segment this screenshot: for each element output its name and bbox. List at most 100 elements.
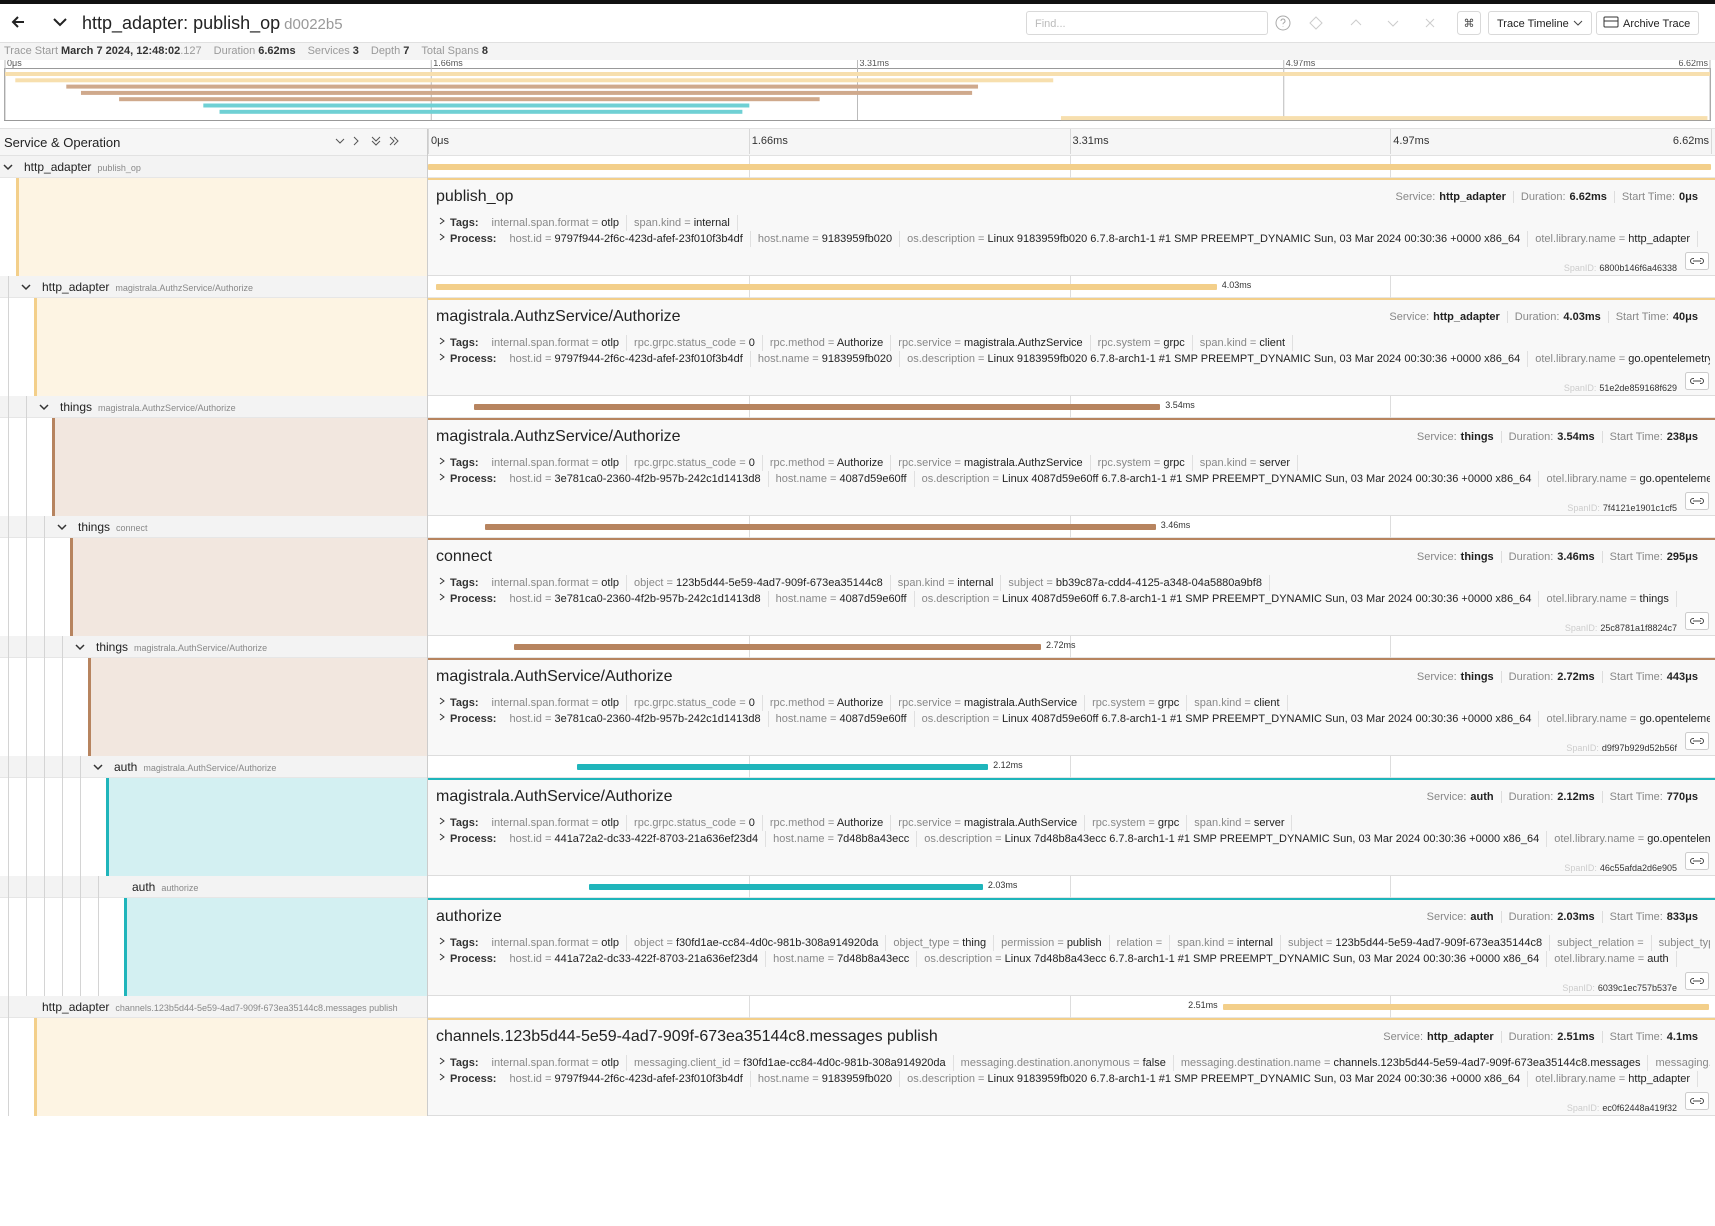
span-id-label: SpanID: bbox=[1567, 503, 1600, 513]
kv-value: auth bbox=[1647, 953, 1669, 965]
kv-process: Process: host.id3e781ca0-2360-4f2b-957b-2… bbox=[438, 711, 1710, 727]
span-bar[interactable] bbox=[589, 884, 983, 890]
span-bar[interactable] bbox=[1222, 1004, 1710, 1010]
kv-header[interactable]: Tags: bbox=[438, 215, 485, 231]
help-icon[interactable] bbox=[1273, 13, 1293, 33]
chevron bbox=[93, 764, 103, 771]
find-input[interactable]: Find... bbox=[1026, 11, 1268, 35]
up-button[interactable] bbox=[1346, 13, 1366, 33]
kv-header[interactable]: Process: bbox=[438, 831, 502, 847]
kv-pair: rpc.servicemagistrala.AuthzService bbox=[891, 455, 1091, 471]
kv-header[interactable]: Tags: bbox=[438, 695, 485, 711]
kv-header[interactable]: Process: bbox=[438, 231, 502, 247]
kv-header[interactable]: Process: bbox=[438, 711, 502, 727]
span-toggle[interactable] bbox=[2, 161, 14, 173]
meta-label: Total Spans bbox=[421, 45, 479, 57]
span-row-header[interactable] bbox=[0, 756, 427, 778]
kv-pair: host.name9183959fb020 bbox=[751, 351, 901, 367]
overview-label: Start Time: bbox=[1601, 551, 1663, 563]
kv-key: span.kind bbox=[1200, 457, 1260, 469]
grid-line bbox=[748, 276, 750, 298]
kv-header[interactable]: Tags: bbox=[438, 455, 485, 471]
grid-line bbox=[748, 636, 750, 658]
kv-header[interactable]: Process: bbox=[438, 351, 502, 367]
view-select[interactable]: Trace Timeline bbox=[1488, 11, 1592, 35]
grid-line bbox=[1069, 156, 1071, 178]
kv-header[interactable]: Tags: bbox=[438, 1055, 485, 1071]
down-button[interactable] bbox=[1383, 13, 1403, 33]
span-toggle[interactable] bbox=[56, 521, 68, 533]
kv-value: 9183959fb020 bbox=[821, 1073, 893, 1085]
kv-value: 123b5d44-5e59-4ad7-909f-673ea35144c8 bbox=[1335, 937, 1543, 949]
kv-key: rpc.system bbox=[1098, 457, 1164, 469]
link-button[interactable] bbox=[1685, 732, 1709, 750]
kv-key: rpc.system bbox=[1092, 817, 1158, 829]
span-overview: Service: things Duration: 3.54ms Start Time:… bbox=[1417, 431, 1705, 443]
span-bar[interactable] bbox=[485, 524, 1156, 530]
link-button[interactable] bbox=[1685, 612, 1709, 630]
span-row-header[interactable] bbox=[0, 276, 427, 298]
kv-value: magistrala.AuthzService bbox=[964, 337, 1083, 349]
kv-key: host.name bbox=[773, 833, 837, 845]
span-detail-indent bbox=[34, 298, 427, 396]
grid-line bbox=[1390, 756, 1392, 778]
span-bar[interactable] bbox=[435, 284, 1217, 290]
span-row-header[interactable] bbox=[0, 996, 427, 1018]
link-button[interactable] bbox=[1685, 372, 1709, 390]
span-detail-indent bbox=[34, 1018, 427, 1116]
kv-value: Linux 9183959fb020 6.7.8-arch1-1 #1 SMP … bbox=[987, 353, 1521, 365]
span-toggle[interactable] bbox=[92, 761, 104, 773]
kv-value: server bbox=[1253, 817, 1285, 829]
span-id-value: 25c8781a1f8824c7 bbox=[1600, 623, 1677, 633]
kv-header[interactable]: Process: bbox=[438, 951, 502, 967]
back-button[interactable] bbox=[10, 14, 26, 30]
span-row-header[interactable] bbox=[0, 636, 427, 658]
span-toggle[interactable] bbox=[20, 281, 32, 293]
span-toggle[interactable] bbox=[74, 641, 86, 653]
kv-key: object bbox=[634, 577, 676, 589]
link-button[interactable] bbox=[1685, 972, 1709, 990]
span-row-header[interactable] bbox=[0, 516, 427, 538]
span-bar[interactable] bbox=[474, 404, 1161, 410]
span-detail-title: connect bbox=[436, 548, 493, 565]
span-id-label: SpanID: bbox=[1563, 383, 1597, 393]
prev-match[interactable] bbox=[1306, 13, 1326, 33]
shortcut-button[interactable]: ⌘ bbox=[1457, 11, 1481, 35]
kv-header[interactable]: Tags: bbox=[438, 815, 485, 831]
grid-line bbox=[748, 156, 750, 178]
minimap-tick-label: 6.62ms bbox=[1678, 60, 1708, 68]
kv-header[interactable]: Tags: bbox=[438, 335, 485, 351]
span-row-header[interactable] bbox=[0, 156, 427, 178]
kv-pair: rpc.methodAuthorize bbox=[763, 695, 892, 711]
kv-header[interactable]: Process: bbox=[438, 591, 502, 607]
kv-key: rpc.service bbox=[898, 817, 964, 829]
kv-header[interactable]: Process: bbox=[438, 471, 502, 487]
span-bar[interactable] bbox=[513, 644, 1041, 650]
link-button[interactable] bbox=[1685, 252, 1709, 270]
span-detail-indent bbox=[70, 538, 427, 636]
collapse-header[interactable] bbox=[52, 14, 68, 30]
span-detail-title: magistrala.AuthService/Authorize bbox=[436, 668, 673, 685]
span-row-header[interactable] bbox=[0, 876, 427, 898]
minimap: 0μs 1.66ms 3.31ms 4.97ms 6.62ms bbox=[4, 60, 1711, 121]
kv-header[interactable]: Process: bbox=[438, 1071, 502, 1087]
span-detail-indent bbox=[124, 898, 427, 996]
link-button[interactable] bbox=[1685, 852, 1709, 870]
expand-arrow bbox=[439, 353, 445, 361]
span-bar[interactable] bbox=[428, 164, 1711, 170]
grid-line bbox=[1390, 996, 1392, 1018]
collapse-controls[interactable] bbox=[334, 135, 414, 149]
kv-header[interactable]: Tags: bbox=[438, 935, 485, 951]
archive-button[interactable]: Archive Trace bbox=[1596, 11, 1700, 35]
kv-pair: host.name9183959fb020 bbox=[751, 1071, 901, 1087]
link-button[interactable] bbox=[1685, 492, 1709, 510]
kv-tags: Tags:internal.span.formatotlpobject123b5… bbox=[438, 575, 1710, 591]
span-toggle[interactable] bbox=[38, 401, 50, 413]
kv-pair: internal.span.formatotlp bbox=[485, 695, 628, 711]
link-button[interactable] bbox=[1685, 1092, 1709, 1110]
span-bar[interactable] bbox=[577, 764, 989, 770]
kv-header[interactable]: Tags: bbox=[438, 575, 485, 591]
clear-button[interactable] bbox=[1420, 13, 1440, 33]
span-row-header[interactable] bbox=[0, 396, 427, 418]
kv-value: channels.123b5d44-5e59-4ad7-909f-673ea35… bbox=[1333, 1057, 1641, 1069]
